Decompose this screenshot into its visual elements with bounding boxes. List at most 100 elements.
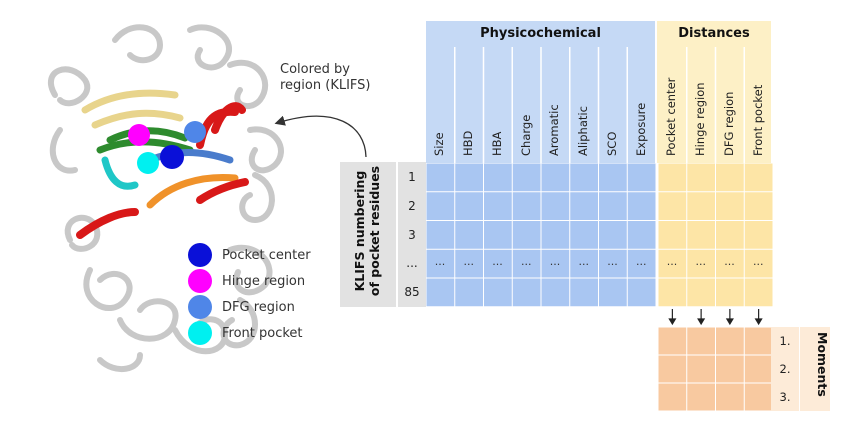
moment-cell — [687, 327, 715, 355]
row-number: 3 — [408, 227, 416, 242]
physicochemical-cell — [484, 192, 512, 220]
pocket-center-dot — [188, 243, 212, 267]
physicochemical-cell — [541, 278, 570, 307]
distance-cell — [687, 221, 715, 249]
annotation-line-1: Colored by — [280, 62, 350, 77]
physicochemical-cell — [426, 221, 455, 249]
legend-item-hinge-region: Hinge region — [188, 269, 305, 293]
dfg-region-dot — [188, 295, 212, 319]
distance-cell — [716, 278, 744, 307]
physicochemical-cell — [627, 221, 656, 249]
distance-cell — [716, 221, 744, 249]
moment-number: 2. — [779, 362, 791, 376]
moment-number-column — [771, 327, 799, 411]
column-label: Charge — [518, 114, 533, 156]
physicochemical-cell — [627, 163, 656, 192]
moment-cell — [744, 355, 773, 383]
moment-cell — [687, 383, 715, 411]
physicochemical-cell — [455, 221, 483, 249]
column-label: DFG region — [721, 91, 736, 156]
down-arrow-head — [725, 318, 734, 326]
moments-label: Moments — [815, 332, 830, 397]
moment-cell — [716, 327, 744, 355]
protein-structure-illustration — [47, 24, 284, 372]
row-number-column — [398, 162, 426, 307]
physicochemical-cell — [599, 249, 627, 278]
physicochemical-cell — [541, 163, 570, 192]
physicochemical-cell — [512, 278, 541, 307]
legend-label: Pocket center — [222, 247, 311, 263]
moments-label-block — [800, 327, 830, 411]
physicochemical-cell — [570, 278, 598, 307]
distance-cell — [658, 192, 687, 220]
front-pocket-dot — [188, 321, 212, 345]
distance-cell — [744, 221, 773, 249]
legend-label: Front pocket — [222, 325, 303, 341]
physicochemical-cell — [484, 278, 512, 307]
column-label: Front pocket — [750, 84, 765, 156]
row-label-block — [340, 162, 396, 307]
distance-cell — [687, 249, 715, 278]
physicochemical-cell — [627, 249, 656, 278]
physicochemical-cell — [484, 163, 512, 192]
physicochemical-cell — [455, 163, 483, 192]
ellipsis-cell: ... — [521, 255, 532, 269]
moment-cell — [716, 383, 744, 411]
legend-label: Hinge region — [222, 273, 306, 289]
column-label: Hinge region — [693, 82, 708, 156]
ellipsis-cell: ... — [549, 255, 561, 269]
row-number: ... — [406, 256, 418, 271]
physicochemical-cell — [570, 192, 598, 220]
moment-cell — [658, 355, 687, 383]
column-label: HBD — [461, 130, 476, 156]
legend-item-dfg-region: DFG region — [188, 295, 295, 319]
column-label: Aromatic — [547, 104, 562, 156]
distance-cell — [744, 249, 773, 278]
ellipsis-cell: ... — [434, 255, 446, 269]
physicochemical-cell — [570, 249, 598, 278]
ellipsis-cell: ... — [578, 255, 590, 269]
distance-cell — [687, 278, 715, 307]
down-arrow-head — [697, 318, 706, 326]
ellipsis-cell: ... — [492, 255, 503, 269]
ellipsis-cell: ... — [463, 255, 475, 269]
physicochemical-cell — [426, 192, 455, 220]
distance-cell — [658, 163, 687, 192]
physicochemical-cell — [599, 278, 627, 307]
hinge-region-dot — [188, 269, 212, 293]
distance-cell — [744, 278, 773, 307]
ellipsis-cell: ... — [607, 255, 618, 269]
moment-cell — [687, 355, 715, 383]
physicochemical-cell — [455, 278, 483, 307]
region-annotation: Colored by region (KLIFS) — [280, 62, 371, 94]
physicochemical-cell — [426, 163, 455, 192]
distance-cell — [658, 278, 687, 307]
ellipsis-cell: ... — [724, 255, 735, 269]
physicochemical-cell — [599, 163, 627, 192]
physicochemical-cell — [484, 249, 512, 278]
annotation-line-2: region (KLIFS) — [280, 78, 371, 93]
legend-item-pocket-center: Pocket center — [188, 243, 311, 267]
physicochemical-cell — [570, 221, 598, 249]
row-axis-label-line-1: KLIFS numbering — [352, 170, 367, 292]
ellipsis-cell: ... — [695, 255, 707, 269]
physicochemical-cell — [512, 249, 541, 278]
distance-cell — [744, 163, 773, 192]
legend-item-front-pocket: Front pocket — [188, 321, 303, 345]
physicochemical-cell — [512, 221, 541, 249]
physicochemical-cell — [455, 249, 483, 278]
distance-cell — [687, 192, 715, 220]
moment-number: 3. — [779, 390, 791, 404]
physicochemical-cell — [541, 221, 570, 249]
row-number: 2 — [408, 198, 416, 213]
distances-column-area — [657, 47, 771, 163]
distance-cell — [687, 163, 715, 192]
physicochemical-cell — [426, 249, 455, 278]
physicochemical-header: Physicochemical — [426, 21, 655, 47]
distance-cell — [744, 192, 773, 220]
column-label: SCO — [604, 131, 619, 156]
physicochemical-cell — [455, 192, 483, 220]
distance-cell — [716, 249, 744, 278]
physicochemical-cell — [541, 249, 570, 278]
distances-header-label: Distances — [678, 26, 750, 41]
